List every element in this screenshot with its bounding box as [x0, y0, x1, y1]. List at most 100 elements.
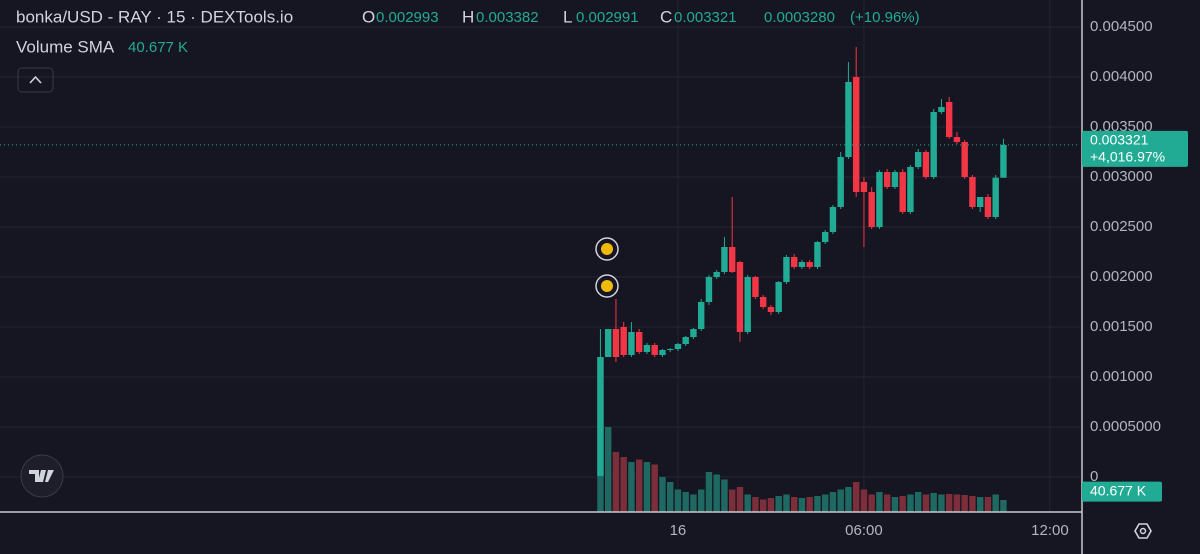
event-dot[interactable] — [601, 280, 613, 292]
volume-bar — [744, 494, 751, 512]
candle-body — [829, 207, 837, 232]
volume-bar — [845, 487, 852, 512]
candle-body — [860, 182, 868, 192]
collapse-button[interactable] — [17, 67, 54, 93]
volume-bar — [922, 494, 930, 512]
price-tag-value: 0.003321 — [1090, 132, 1149, 148]
candle-body — [666, 349, 674, 350]
volume-bar — [914, 492, 922, 512]
volume-bar — [860, 489, 868, 512]
volume-bar — [682, 492, 689, 512]
candle-body — [643, 345, 651, 352]
change: 0.0003280 — [764, 9, 835, 26]
candle-body — [604, 329, 612, 357]
volume-bar — [651, 464, 658, 512]
candle-body — [814, 242, 821, 267]
volume-bar — [620, 457, 627, 512]
candle-body — [907, 167, 914, 212]
volume-bar — [666, 482, 674, 512]
candle-body — [736, 262, 744, 332]
logo[interactable] — [20, 454, 64, 498]
volume-bar — [806, 497, 813, 512]
volume-bar — [883, 494, 891, 512]
volume-tag — [1082, 481, 1162, 502]
ohlc-value: 0.003382 — [476, 9, 539, 26]
event-icon[interactable] — [595, 274, 619, 298]
candle-body — [953, 137, 961, 142]
candle-body — [984, 197, 992, 217]
candle-body — [992, 177, 999, 217]
candle-body — [945, 102, 953, 137]
ohlc-value: 0.003321 — [674, 9, 737, 26]
x-tick-label: 12:00 — [1031, 522, 1069, 539]
volume-bar — [728, 489, 736, 512]
volume-bar — [899, 496, 906, 512]
volume-bar — [790, 497, 798, 512]
candle-body — [798, 262, 806, 267]
candle-body — [767, 307, 775, 312]
volume-bar — [829, 492, 837, 512]
ohlc-label: O — [362, 7, 375, 26]
volume-bar — [821, 494, 829, 512]
change-pct: (+10.96%) — [850, 9, 920, 26]
candle-body — [744, 277, 751, 332]
candle-body — [790, 257, 798, 267]
volume-bar — [783, 494, 790, 512]
candle-body — [930, 112, 937, 177]
candle-body — [651, 345, 658, 355]
y-tick-label: 0.001000 — [1090, 368, 1153, 385]
candle-body — [705, 277, 713, 302]
candle-body — [845, 82, 852, 157]
settings-icon[interactable] — [1134, 523, 1152, 539]
volume-bar — [612, 452, 620, 512]
y-tick-label: 0.003000 — [1090, 168, 1153, 185]
volume-bar — [643, 462, 651, 512]
volume-sma-value: 40.677 K — [128, 39, 188, 56]
volume-bar — [752, 497, 759, 512]
volume-bar — [907, 494, 914, 512]
candle-body — [837, 157, 844, 207]
price-tag — [1082, 130, 1188, 167]
volume-bar — [992, 494, 999, 512]
candle-body — [883, 172, 891, 187]
volume-bar — [876, 492, 883, 512]
y-tick-label: 0.003500 — [1090, 118, 1153, 135]
ohlc-label: H — [462, 7, 474, 26]
logo-glyph[interactable] — [29, 470, 54, 482]
y-tick-label: 0.002500 — [1090, 218, 1153, 235]
candle-body — [690, 329, 697, 337]
candle-body — [976, 197, 984, 207]
volume-sma-name: Volume SMA — [16, 37, 115, 56]
candle-body — [1000, 144, 1007, 178]
volume-bar — [635, 459, 643, 512]
chevron-icon[interactable] — [29, 75, 42, 84]
volume-bar — [659, 477, 666, 512]
volume-bar — [945, 494, 953, 512]
candle-body — [728, 247, 736, 272]
candle-body — [775, 282, 782, 312]
event-dot[interactable] — [601, 243, 613, 255]
candle-body — [752, 277, 759, 297]
settings-button[interactable] — [1134, 523, 1152, 539]
volume-bar — [775, 496, 782, 512]
button-frame[interactable] — [17, 67, 54, 93]
candle-body — [620, 327, 627, 355]
volume-bar — [837, 489, 844, 512]
grid — [0, 0, 1080, 512]
volume-bar — [984, 497, 992, 512]
candle-body — [899, 172, 906, 212]
volume-bar — [976, 497, 984, 512]
volume-bar — [868, 494, 875, 512]
chart-title: bonka/USD - RAY · 15 · DEXTools.io — [16, 7, 293, 26]
candle-body — [721, 247, 728, 272]
volume-bar — [930, 493, 937, 512]
candle-body — [914, 152, 922, 167]
event-icon[interactable] — [595, 237, 619, 261]
volume-bar — [798, 498, 806, 512]
ohlc-value: 0.002991 — [576, 9, 639, 26]
candle-body — [635, 332, 643, 352]
volume-bar — [1000, 500, 1007, 512]
settings-icon[interactable] — [1139, 527, 1147, 535]
ohlc-label: L — [563, 7, 572, 26]
